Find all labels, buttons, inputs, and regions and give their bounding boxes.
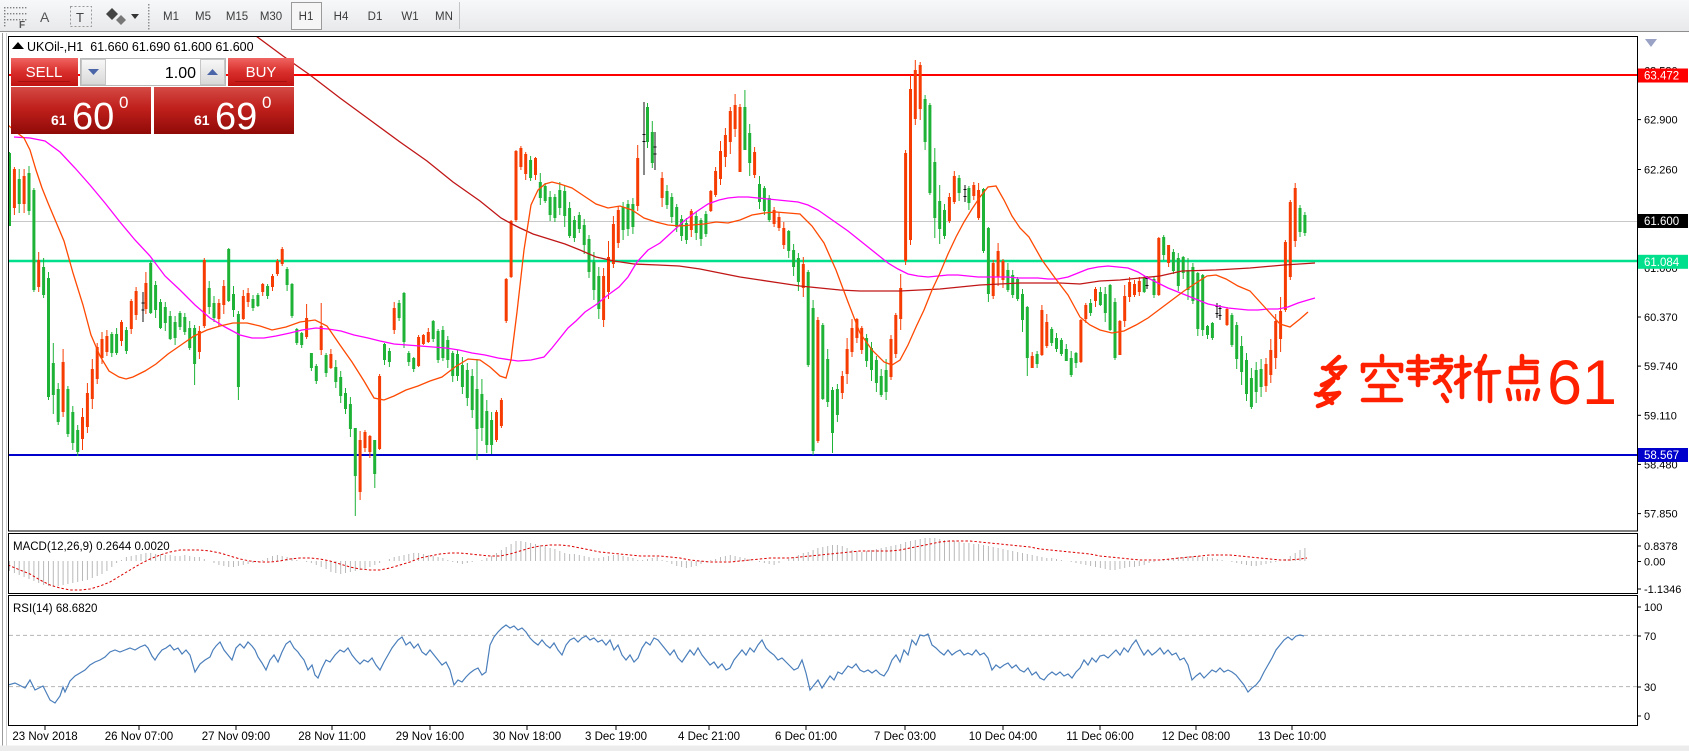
svg-text:62.260: 62.260 (1644, 165, 1678, 177)
svg-text:1.00: 1.00 (165, 65, 196, 82)
svg-text:H4: H4 (334, 11, 349, 23)
svg-text:M30: M30 (260, 11, 282, 23)
svg-text:12 Dec 08:00: 12 Dec 08:00 (1162, 731, 1230, 743)
svg-text:4 Dec 21:00: 4 Dec 21:00 (678, 731, 740, 743)
svg-text:60.370: 60.370 (1644, 312, 1678, 324)
svg-text:7 Dec 03:00: 7 Dec 03:00 (874, 731, 936, 743)
svg-text:59.740: 59.740 (1644, 361, 1678, 373)
svg-text:M1: M1 (163, 11, 179, 23)
svg-text:UKOil-,H1 61.660 61.690 61.60: UKOil-,H1 61.660 61.690 61.600 61.600 (27, 40, 254, 54)
svg-text:W1: W1 (401, 11, 418, 23)
svg-text:58.480: 58.480 (1644, 459, 1678, 471)
svg-text:3 Dec 19:00: 3 Dec 19:00 (585, 731, 647, 743)
svg-text:SELL: SELL (26, 64, 63, 81)
svg-text:H1: H1 (299, 11, 314, 23)
svg-text:0: 0 (119, 93, 128, 112)
svg-text:0: 0 (1644, 711, 1650, 723)
svg-text:10 Dec 04:00: 10 Dec 04:00 (969, 731, 1037, 743)
svg-text:-1.1346: -1.1346 (1644, 584, 1681, 596)
svg-text:A: A (40, 9, 50, 25)
svg-text:M5: M5 (195, 11, 211, 23)
svg-text:11 Dec 06:00: 11 Dec 06:00 (1066, 731, 1134, 743)
svg-text:30 Nov 18:00: 30 Nov 18:00 (493, 731, 561, 743)
svg-text:MN: MN (435, 11, 453, 23)
svg-text:61.084: 61.084 (1644, 257, 1680, 269)
svg-text:T: T (76, 10, 84, 25)
svg-text:63.472: 63.472 (1644, 71, 1679, 83)
svg-text:D1: D1 (368, 11, 383, 23)
svg-text:62.900: 62.900 (1644, 115, 1678, 127)
svg-text:60: 60 (72, 96, 114, 138)
svg-text:BUY: BUY (246, 64, 277, 81)
svg-text:69: 69 (215, 96, 257, 138)
svg-text:27 Nov 09:00: 27 Nov 09:00 (202, 731, 270, 743)
svg-text:0.8378: 0.8378 (1644, 541, 1678, 553)
svg-text:29 Nov 16:00: 29 Nov 16:00 (396, 731, 464, 743)
svg-text:0.00: 0.00 (1644, 557, 1665, 569)
svg-text:61: 61 (51, 112, 67, 128)
svg-text:100: 100 (1644, 602, 1662, 614)
svg-text:M15: M15 (226, 11, 248, 23)
svg-text:30: 30 (1644, 682, 1656, 694)
svg-text:13 Dec 10:00: 13 Dec 10:00 (1258, 731, 1326, 743)
svg-text:57.850: 57.850 (1644, 509, 1678, 521)
svg-text:61: 61 (194, 112, 210, 128)
svg-text:28 Nov 11:00: 28 Nov 11:00 (298, 731, 366, 743)
svg-text:23 Nov 2018: 23 Nov 2018 (12, 731, 77, 743)
svg-text:RSI(14) 68.6820: RSI(14) 68.6820 (13, 603, 97, 615)
svg-text:61.600: 61.600 (1644, 216, 1679, 228)
svg-text:MACD(12,26,9) 0.2644 0.0020: MACD(12,26,9) 0.2644 0.0020 (13, 541, 170, 553)
svg-text:59.110: 59.110 (1644, 410, 1677, 422)
svg-text:0: 0 (262, 93, 271, 112)
svg-text:F: F (19, 20, 25, 31)
svg-text:61: 61 (1547, 348, 1617, 418)
svg-text:58.567: 58.567 (1644, 450, 1679, 462)
svg-text:26 Nov 07:00: 26 Nov 07:00 (105, 731, 173, 743)
svg-text:70: 70 (1644, 631, 1656, 643)
svg-text:6 Dec 01:00: 6 Dec 01:00 (775, 731, 837, 743)
